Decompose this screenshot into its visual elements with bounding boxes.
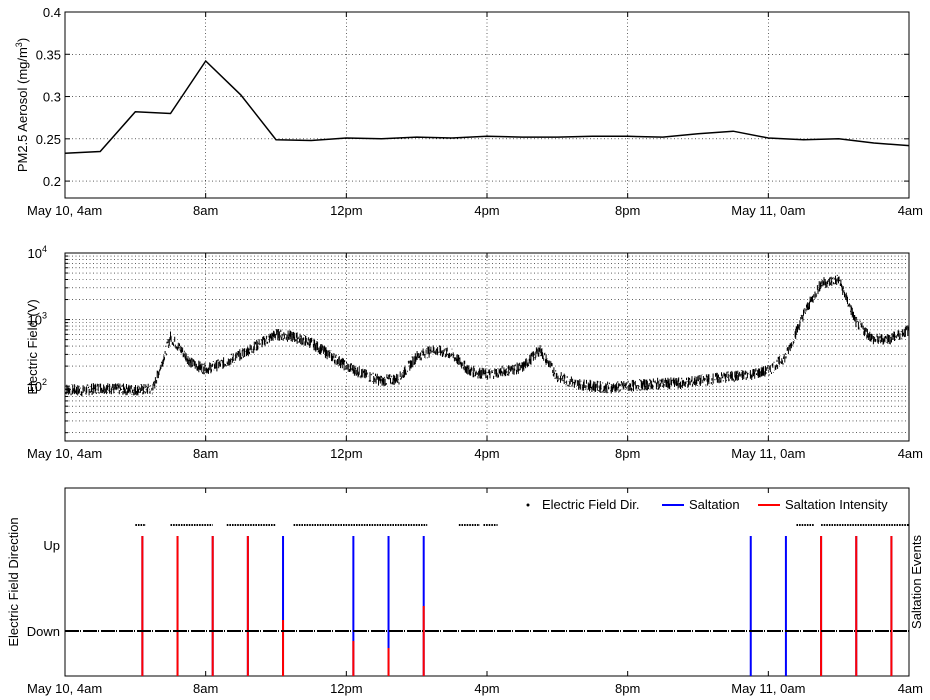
legend-label-direction: Electric Field Dir. bbox=[542, 497, 640, 512]
x-tick-label: May 11, 0am bbox=[731, 203, 805, 218]
x-tick-label: 8am bbox=[193, 203, 218, 218]
x-tick-label: 12pm bbox=[330, 203, 363, 218]
y-tick-label: 0.35 bbox=[36, 47, 61, 62]
y-tick-label: 103 bbox=[28, 311, 47, 328]
direction-ylabel: Electric Field Direction bbox=[6, 517, 21, 646]
efield-ylabel: Electric Field (V) bbox=[25, 299, 40, 394]
y-tick-label: 0.25 bbox=[36, 132, 61, 147]
legend-marker-direction bbox=[526, 503, 530, 507]
x-tick-label: 4am bbox=[898, 203, 923, 218]
x-tick-label: May 10, 4am bbox=[27, 681, 102, 696]
x-tick-label: 12pm bbox=[330, 446, 363, 461]
ytick-label-up: Up bbox=[43, 538, 60, 553]
x-tick-label: 4am bbox=[898, 446, 923, 461]
direction-series bbox=[65, 524, 909, 676]
x-tick-label: 4am bbox=[898, 681, 923, 696]
pm25-ylabel: PM2.5 Aerosol (mg/m3) bbox=[14, 38, 30, 172]
x-tick-label: May 10, 4am bbox=[27, 446, 102, 461]
legend: Electric Field Dir. Saltation Saltation … bbox=[520, 493, 906, 515]
x-tick-label: May 11, 0am bbox=[731, 446, 805, 461]
direction-panel: May 10, 4am 8am 12pm 4pm 8pm May 11, 0am 4am U… bbox=[6, 487, 924, 696]
efield-xticks: May 10, 4am 8am 12pm 4pm 8pm May 11, 0am 4am bbox=[27, 253, 923, 461]
x-tick-label: 12pm bbox=[330, 681, 363, 696]
efield-yticks: 102 103 104 bbox=[28, 244, 70, 434]
x-tick-label: 4pm bbox=[474, 681, 499, 696]
pm25-xticks: May 10, 4am 8am 12pm 4pm 8pm May 11, 0am 4am bbox=[27, 12, 923, 218]
x-tick-label: 8pm bbox=[615, 203, 640, 218]
x-tick-label: May 11, 0am bbox=[731, 681, 805, 696]
legend-label-saltation: Saltation bbox=[689, 497, 740, 512]
efield-panel: 102 103 104 May 10, 4am 8am 12pm 4pm 8pm May 11… bbox=[25, 244, 923, 461]
x-tick-label: 4pm bbox=[474, 203, 499, 218]
x-tick-label: May 10, 4am bbox=[27, 203, 102, 218]
pm25-panel: 0.2 0.25 0.3 0.35 0.4 May 10, 4am 8am 12pm 4pm 8… bbox=[14, 5, 923, 218]
y-tick-label: 0.3 bbox=[43, 90, 61, 105]
pm25-grid bbox=[65, 12, 909, 198]
direction-xticks: May 10, 4am 8am 12pm 4pm 8pm May 11, 0am 4am bbox=[27, 488, 923, 696]
x-tick-label: 8pm bbox=[615, 446, 640, 461]
x-tick-label: 8am bbox=[193, 681, 218, 696]
pm25-line bbox=[64, 59, 910, 154]
y-tick-label: 102 bbox=[28, 377, 47, 394]
efield-axes bbox=[64, 252, 910, 442]
pm25-yticks: 0.2 0.25 0.3 0.35 0.4 bbox=[36, 5, 909, 189]
legend-label-intensity: Saltation Intensity bbox=[785, 497, 888, 512]
ytick-label-down: Down bbox=[27, 624, 60, 639]
x-tick-label: 8am bbox=[193, 446, 218, 461]
x-tick-label: 8pm bbox=[615, 681, 640, 696]
pm25-series bbox=[64, 59, 910, 154]
y-tick-label: 0.2 bbox=[43, 174, 61, 189]
y-tick-label: 104 bbox=[28, 244, 47, 261]
direction-axes bbox=[64, 487, 910, 677]
y-tick-label: 0.4 bbox=[43, 5, 61, 20]
saltation-events-label: Saltation Events bbox=[909, 535, 924, 629]
x-tick-label: 4pm bbox=[474, 446, 499, 461]
